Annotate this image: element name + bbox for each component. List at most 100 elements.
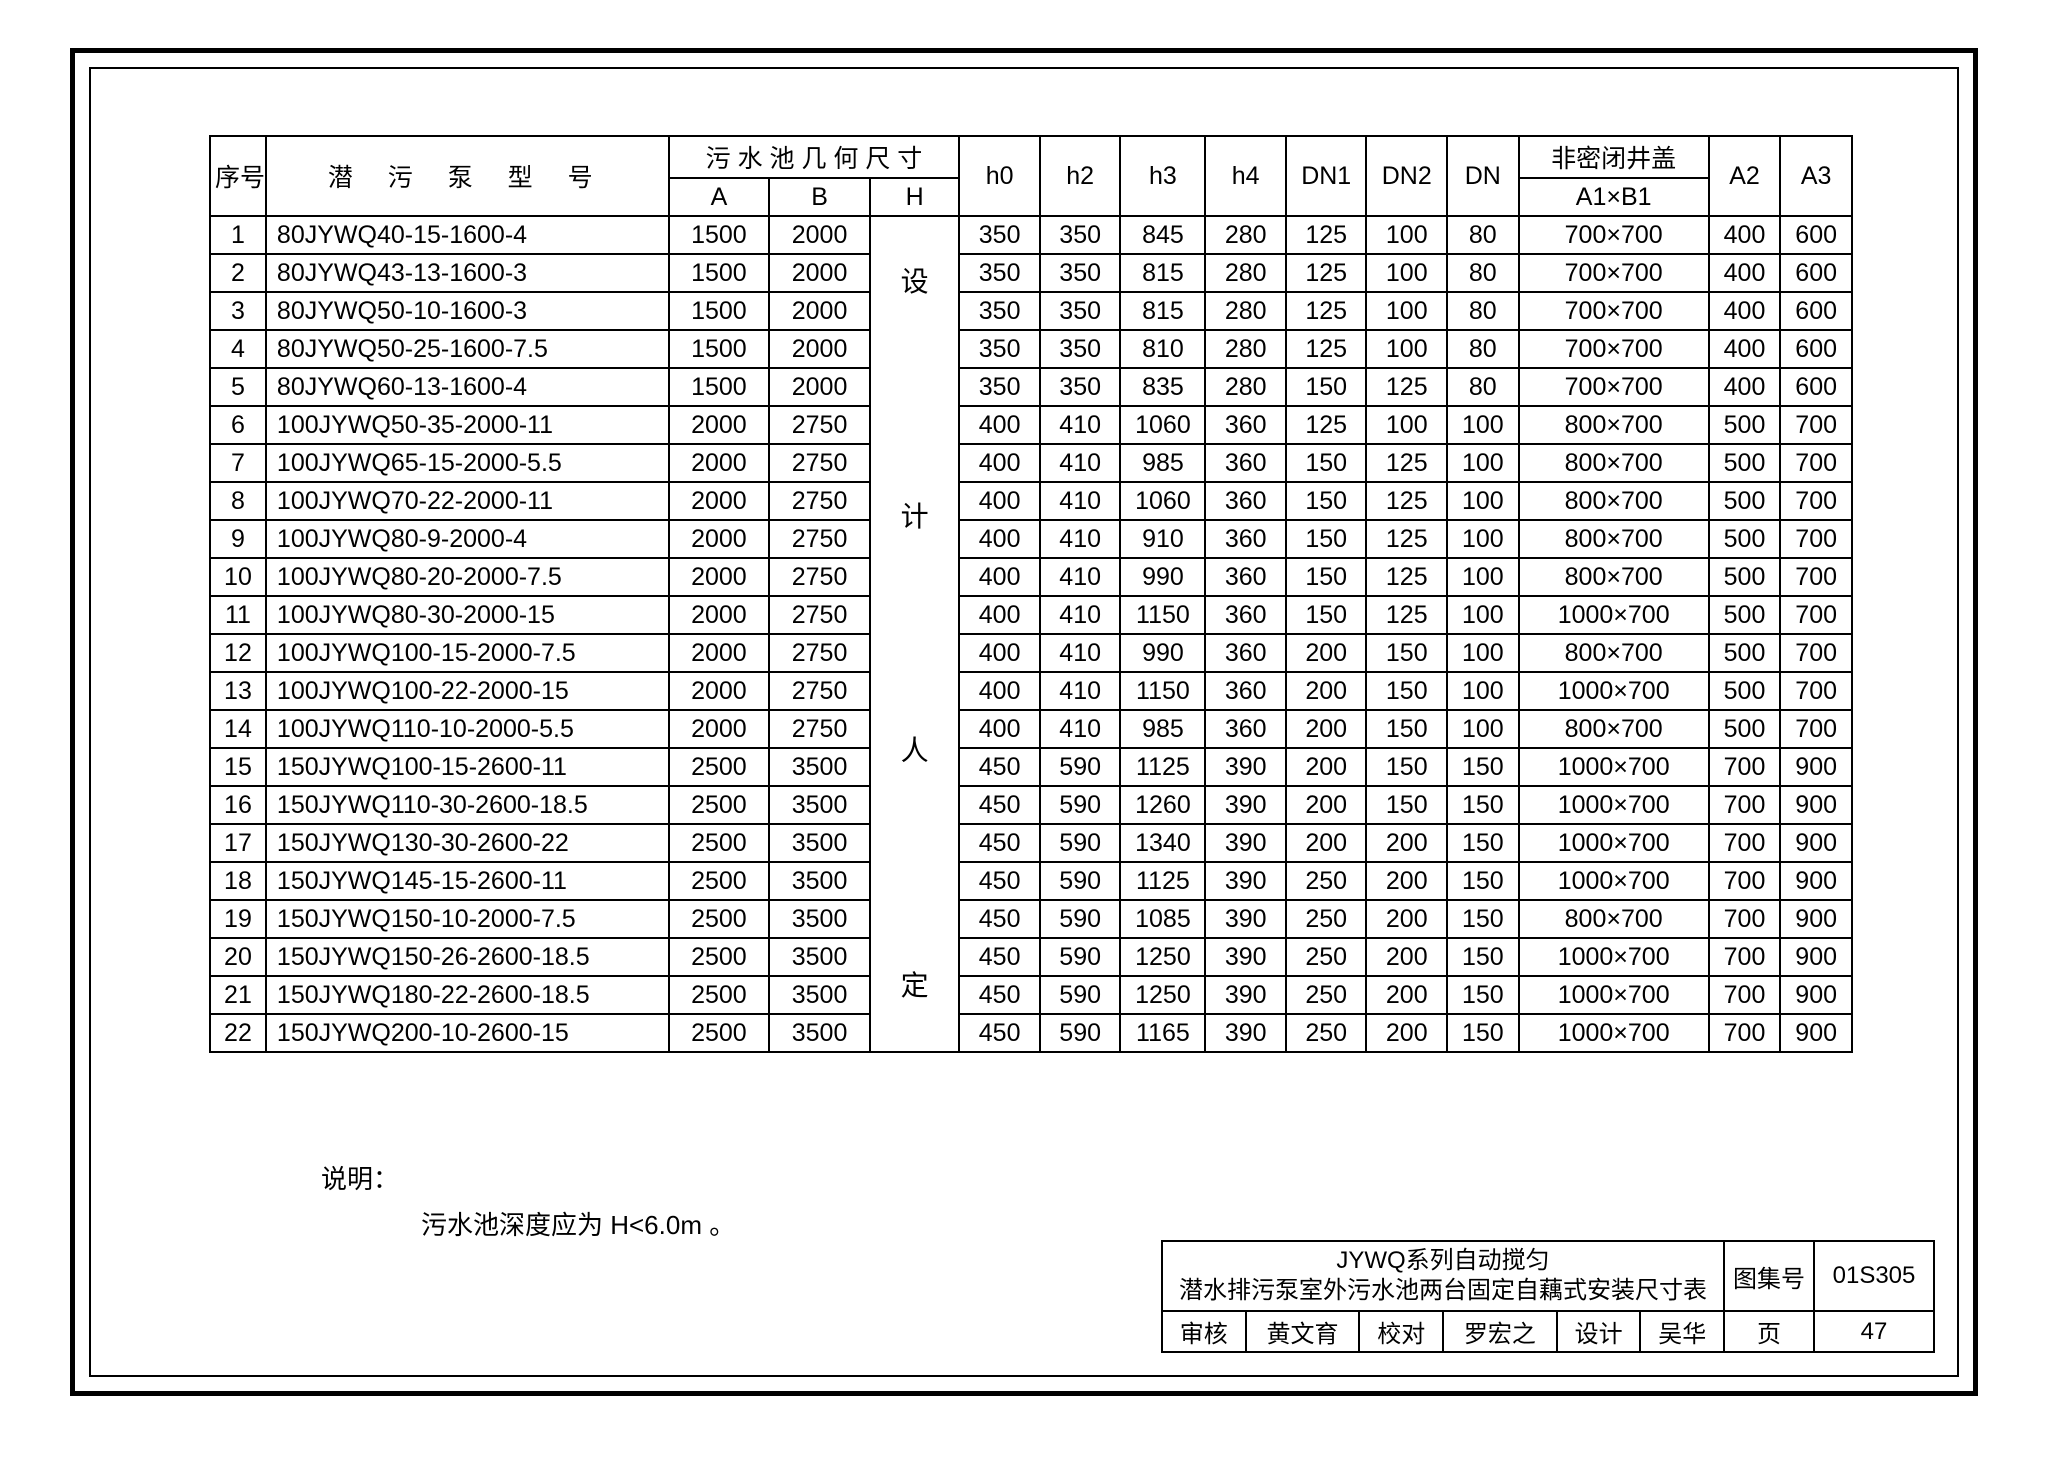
dn2-cell: 125: [1366, 482, 1447, 520]
a-cell: 2000: [669, 634, 770, 672]
h0-cell: 450: [959, 748, 1040, 786]
hdr-h: H: [870, 178, 959, 216]
model-cell: 150JYWQ150-10-2000-7.5: [266, 900, 669, 938]
ab-cell: 1000×700: [1519, 786, 1709, 824]
table-row: 18150JYWQ145-15-2600-1125003500450590112…: [210, 862, 1852, 900]
title-block: JYWQ系列自动搅匀 潜水排污泵室外污水池两台固定自藕式安装尺寸表 图集号 01…: [1161, 1240, 1935, 1353]
a2-cell: 700: [1709, 900, 1781, 938]
seq-cell: 20: [210, 938, 266, 976]
hdr-model: 潜 污 泵 型 号: [266, 136, 669, 216]
dn1-cell: 150: [1286, 520, 1367, 558]
h0-cell: 450: [959, 824, 1040, 862]
a-cell: 2000: [669, 672, 770, 710]
a-cell: 1500: [669, 292, 770, 330]
table-body: 180JYWQ40-15-1600-415002000设计人定350350845…: [210, 216, 1852, 1052]
dn-cell: 150: [1447, 1014, 1519, 1052]
seq-cell: 12: [210, 634, 266, 672]
a3-cell: 600: [1780, 216, 1852, 254]
table-row: 13100JYWQ100-22-2000-1520002750400410115…: [210, 672, 1852, 710]
dn1-cell: 200: [1286, 786, 1367, 824]
h4-cell: 390: [1205, 900, 1286, 938]
h0-cell: 450: [959, 1014, 1040, 1052]
a2-cell: 500: [1709, 520, 1781, 558]
model-cell: 150JYWQ110-30-2600-18.5: [266, 786, 669, 824]
h2-cell: 350: [1040, 292, 1121, 330]
h2-cell: 590: [1040, 748, 1121, 786]
h2-cell: 410: [1040, 710, 1121, 748]
ab-cell: 800×700: [1519, 634, 1709, 672]
h2-cell: 410: [1040, 406, 1121, 444]
hdr-a3: A3: [1780, 136, 1852, 216]
h4-cell: 390: [1205, 1014, 1286, 1052]
hdr-cover: 非密闭井盖: [1519, 136, 1709, 178]
h0-cell: 450: [959, 862, 1040, 900]
a2-cell: 400: [1709, 216, 1781, 254]
review-name: 黄文育: [1246, 1311, 1360, 1352]
seq-cell: 14: [210, 710, 266, 748]
h4-cell: 390: [1205, 862, 1286, 900]
h-vertical-char: 人: [901, 737, 929, 765]
dn1-cell: 200: [1286, 710, 1367, 748]
a2-cell: 500: [1709, 596, 1781, 634]
dn1-cell: 200: [1286, 634, 1367, 672]
ab-cell: 700×700: [1519, 292, 1709, 330]
page-label: 页: [1724, 1311, 1814, 1352]
seq-cell: 4: [210, 330, 266, 368]
page-number: 47: [1814, 1311, 1934, 1352]
dn-cell: 100: [1447, 558, 1519, 596]
a-cell: 1500: [669, 216, 770, 254]
a-cell: 2500: [669, 786, 770, 824]
ab-cell: 800×700: [1519, 444, 1709, 482]
h4-cell: 360: [1205, 596, 1286, 634]
dn2-cell: 125: [1366, 596, 1447, 634]
atlas-number: 01S305: [1814, 1241, 1934, 1311]
h3-cell: 1340: [1120, 824, 1205, 862]
ab-cell: 800×700: [1519, 520, 1709, 558]
h3-cell: 1125: [1120, 862, 1205, 900]
h2-cell: 590: [1040, 976, 1121, 1014]
dn2-cell: 150: [1366, 748, 1447, 786]
dn2-cell: 200: [1366, 1014, 1447, 1052]
model-cell: 100JYWQ80-9-2000-4: [266, 520, 669, 558]
a-cell: 2500: [669, 976, 770, 1014]
h2-cell: 410: [1040, 482, 1121, 520]
hdr-dn1: DN1: [1286, 136, 1367, 216]
model-cell: 100JYWQ50-35-2000-11: [266, 406, 669, 444]
model-cell: 100JYWQ100-22-2000-15: [266, 672, 669, 710]
a3-cell: 700: [1780, 444, 1852, 482]
a2-cell: 500: [1709, 710, 1781, 748]
table-row: 6100JYWQ50-35-2000-112000275040041010603…: [210, 406, 1852, 444]
h4-cell: 390: [1205, 786, 1286, 824]
table-row: 14100JYWQ110-10-2000-5.52000275040041098…: [210, 710, 1852, 748]
h0-cell: 400: [959, 444, 1040, 482]
dn2-cell: 200: [1366, 938, 1447, 976]
h3-cell: 1085: [1120, 900, 1205, 938]
dn2-cell: 125: [1366, 558, 1447, 596]
table-row: 22150JYWQ200-10-2600-1525003500450590116…: [210, 1014, 1852, 1052]
dn1-cell: 200: [1286, 748, 1367, 786]
b-cell: 2000: [769, 254, 870, 292]
seq-cell: 18: [210, 862, 266, 900]
h0-cell: 400: [959, 520, 1040, 558]
seq-cell: 9: [210, 520, 266, 558]
hdr-h2: h2: [1040, 136, 1121, 216]
a3-cell: 900: [1780, 976, 1852, 1014]
b-cell: 2750: [769, 672, 870, 710]
dn-cell: 150: [1447, 824, 1519, 862]
dn1-cell: 150: [1286, 558, 1367, 596]
model-cell: 150JYWQ200-10-2600-15: [266, 1014, 669, 1052]
design-label: 设计: [1557, 1311, 1641, 1352]
model-cell: 150JYWQ100-15-2600-11: [266, 748, 669, 786]
b-cell: 2000: [769, 216, 870, 254]
dn2-cell: 125: [1366, 368, 1447, 406]
h0-cell: 400: [959, 482, 1040, 520]
a-cell: 2000: [669, 710, 770, 748]
dn2-cell: 150: [1366, 786, 1447, 824]
ab-cell: 1000×700: [1519, 672, 1709, 710]
dn1-cell: 150: [1286, 596, 1367, 634]
hdr-a: A: [669, 178, 770, 216]
dn1-cell: 150: [1286, 482, 1367, 520]
seq-cell: 1: [210, 216, 266, 254]
a-cell: 2000: [669, 406, 770, 444]
table-row: 11100JYWQ80-30-2000-15200027504004101150…: [210, 596, 1852, 634]
